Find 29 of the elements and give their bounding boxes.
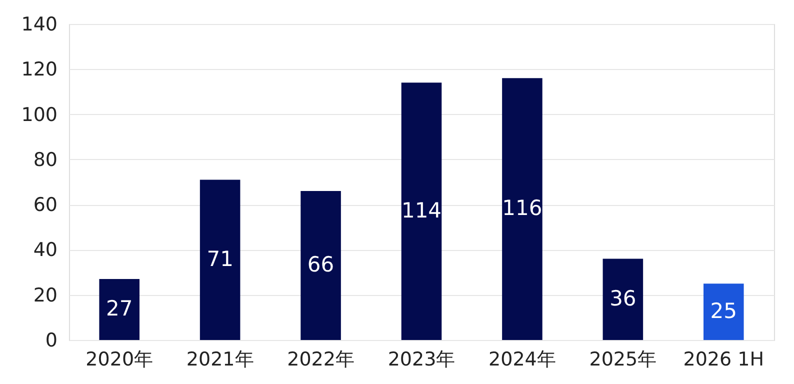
x-tick-label: 2026 1H — [683, 348, 764, 370]
bar — [602, 258, 644, 340]
bar — [502, 78, 542, 340]
bar — [300, 191, 341, 340]
data-label: 25 — [710, 298, 738, 323]
data-label: 71 — [206, 246, 234, 271]
bar — [99, 279, 140, 340]
x-tick-label: 2023年 — [388, 348, 456, 370]
x-tick-label: 2025年 — [589, 348, 657, 370]
bar — [401, 82, 442, 340]
data-label: 114 — [401, 198, 442, 222]
data-label: 27 — [106, 296, 133, 321]
y-tick-label: 0 — [45, 330, 58, 352]
x-tick-label: 2022年 — [287, 348, 354, 370]
y-tick-label: 140 — [21, 14, 58, 36]
data-label: 116 — [502, 196, 542, 220]
x-tick-label: 2024年 — [488, 348, 556, 370]
y-tick-label: 80 — [33, 148, 58, 171]
y-tick-label: 40 — [33, 239, 58, 262]
data-label: 66 — [307, 252, 334, 277]
y-tick-label: 20 — [33, 284, 58, 306]
x-tick-label: 2020年 — [86, 348, 154, 370]
bar — [200, 180, 240, 340]
data-label: 36 — [610, 286, 636, 310]
y-tick-label: 120 — [21, 58, 58, 81]
x-tick-label: 2021年 — [186, 348, 254, 370]
bar — [704, 284, 744, 340]
y-tick-label: 60 — [33, 194, 58, 216]
y-tick-label: 100 — [21, 104, 58, 126]
